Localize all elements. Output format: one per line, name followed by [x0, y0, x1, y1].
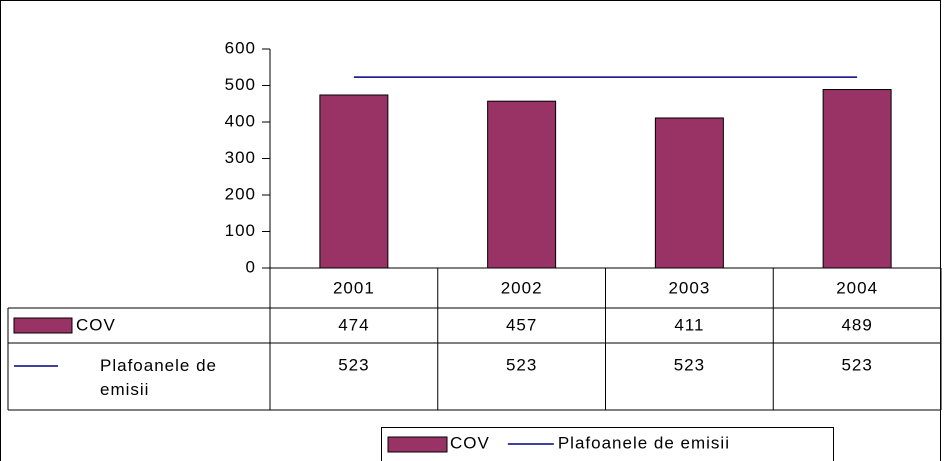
table-row-label: COV	[76, 315, 116, 334]
bar	[654, 117, 724, 269]
y-tick-label: 400	[225, 111, 256, 130]
x-tick-label: 2004	[836, 278, 878, 297]
legend-label: Plafoanele de emisii	[558, 433, 730, 452]
bar	[487, 100, 557, 269]
table-value: 523	[338, 355, 369, 374]
y-tick-label: 100	[225, 221, 256, 240]
y-tick-label: 600	[225, 38, 256, 57]
legend-label: COV	[450, 433, 490, 452]
bar	[319, 94, 389, 269]
table-value: 489	[841, 315, 872, 334]
y-tick-label: 0	[246, 257, 256, 276]
x-tick-label: 2002	[501, 278, 543, 297]
table-value: 523	[841, 355, 872, 374]
x-tick-label: 2003	[668, 278, 710, 297]
y-tick-label: 200	[225, 184, 256, 203]
x-tick-label: 2001	[333, 278, 375, 297]
table-value: 411	[674, 315, 704, 334]
table-value: 457	[506, 315, 537, 334]
table-value: 474	[338, 315, 369, 334]
table-value: 523	[674, 355, 705, 374]
legend-box	[381, 427, 834, 461]
table-row-label: Plafoanele de emisii	[100, 356, 217, 399]
bar	[822, 89, 892, 269]
legend-key	[387, 436, 448, 453]
y-tick-label: 300	[225, 148, 256, 167]
table-value: 523	[506, 355, 537, 374]
table-legend-key	[13, 317, 73, 334]
y-tick-label: 500	[225, 75, 256, 94]
